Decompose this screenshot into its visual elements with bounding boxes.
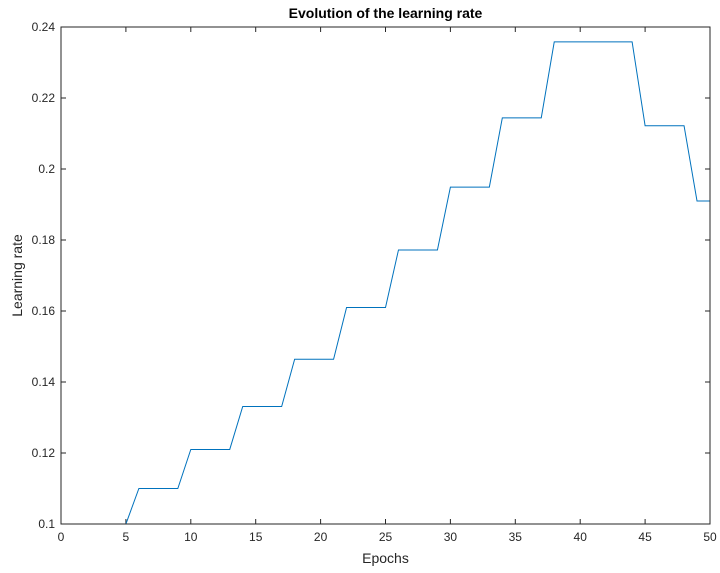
y-tick-label: 0.14: [32, 375, 56, 389]
y-tick-label: 0.16: [32, 304, 56, 318]
y-tick-label: 0.22: [32, 91, 56, 105]
x-tick-label: 50: [703, 530, 717, 544]
x-tick-label: 0: [58, 530, 65, 544]
y-tick-label: 0.18: [32, 233, 56, 247]
x-tick-label: 15: [249, 530, 263, 544]
plot-area: [61, 27, 710, 524]
x-tick-label: 25: [379, 530, 393, 544]
series-line: [73, 41, 710, 525]
x-tick-label: 30: [444, 530, 458, 544]
y-tick-label: 0.2: [38, 162, 55, 176]
x-axis-title: Epochs: [362, 550, 409, 566]
chart-title: Evolution of the learning rate: [289, 5, 483, 21]
x-tick-label: 10: [184, 530, 198, 544]
x-tick-label: 5: [123, 530, 130, 544]
axes-box: [60, 26, 711, 525]
series-layer: [73, 41, 710, 525]
x-tick-label: 45: [638, 530, 652, 544]
y-axis-title: Learning rate: [9, 234, 25, 317]
y-tick-label: 0.24: [32, 20, 56, 34]
x-tick-label: 40: [574, 530, 588, 544]
x-tick-label: 20: [314, 530, 328, 544]
x-tick-label: 35: [509, 530, 523, 544]
x-axis-ticks: 0 5 10 15 20 25 30 35 40 45 50: [58, 27, 717, 544]
y-tick-label: 0.12: [32, 446, 56, 460]
y-axis-ticks: 0.1 0.12 0.14 0.16 0.18 0.2 0.22 0.24: [32, 20, 710, 531]
y-tick-label: 0.1: [38, 517, 55, 531]
